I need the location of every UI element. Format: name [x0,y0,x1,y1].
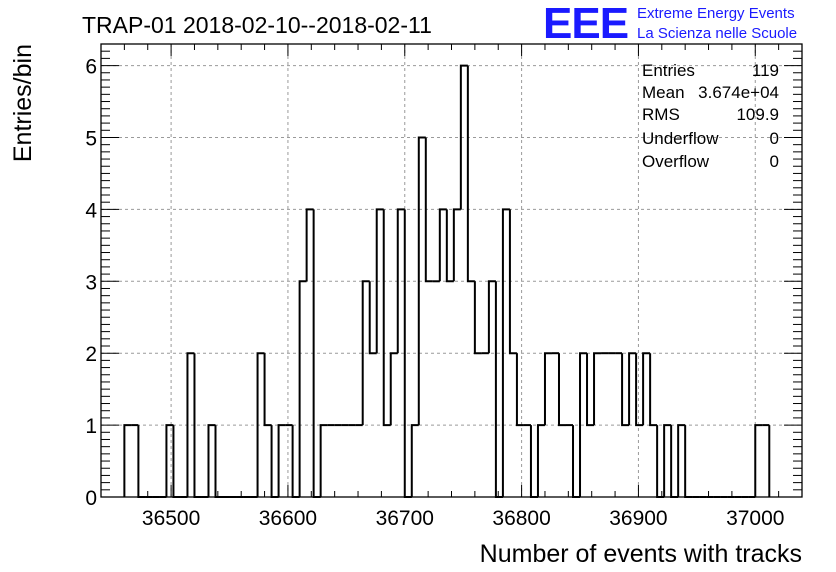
stats-underflow-value: 0 [770,129,779,148]
histogram-bin [417,136,426,426]
stats-box: Entries 119 Mean 3.674e+04 RMS 109.9 Und… [642,61,779,171]
y-tick-label: 2 [85,343,97,366]
histogram-bin [754,424,763,497]
histogram-bin [642,352,651,426]
stats-underflow-label: Underflow [642,129,719,148]
y-tick-label: 3 [85,271,97,294]
histogram-bin [501,208,510,497]
histogram-bin [319,424,328,497]
histogram-bin [621,353,630,427]
histogram-bin [593,352,602,426]
stats-mean-label: Mean [642,83,685,102]
histogram-bin [263,353,272,427]
histogram-bin [165,424,174,497]
histogram-bin [389,352,398,426]
histogram-bin [368,281,377,355]
histogram-bin [277,424,286,497]
logo-letters: EEE [543,0,628,48]
histogram-bin [396,208,405,354]
histogram-bin [663,424,672,497]
histogram-bin [123,424,132,497]
x-tick-label: 36800 [492,507,550,530]
histogram-bin [291,425,300,498]
histogram-bin [487,280,496,354]
chart-title: TRAP-01 2018-02-10--2018-02-11 [82,12,432,38]
histogram-bin [256,352,265,497]
axis-ticks: 36500 36600 36700 36800 36900 37000 0 1 2 3 4 5 6 [85,43,803,530]
x-tick-label: 36900 [609,507,667,530]
histogram-bin [628,352,637,426]
histogram-bin [452,208,461,282]
x-tick-label: 37000 [726,507,784,530]
histogram-bin [186,352,195,497]
histogram-bin [382,209,391,427]
histogram-bin [684,425,693,498]
histogram-bin [529,425,538,498]
histogram-bin [579,352,588,497]
grid [101,44,802,497]
histogram-bin [298,280,307,497]
histogram-bin [375,208,384,354]
histogram-bin [361,280,370,426]
histogram-bin [649,353,658,427]
logo-line-2: La Scienza nelle Scuole [637,25,797,42]
histogram-bin [508,209,517,355]
histogram-bin [635,353,644,427]
y-tick-label: 1 [85,415,97,438]
x-tick-label: 36700 [376,507,434,530]
histogram-bin [438,208,447,282]
stats-overflow-label: Overflow [642,152,710,171]
plot-frame [100,43,803,498]
histogram-bin [172,425,181,498]
histogram-bin [137,425,146,498]
histogram-bin [586,353,595,427]
histogram-bin [459,64,468,210]
stats-rms-label: RMS [642,105,680,124]
histogram-bin [466,65,475,283]
y-tick-label: 4 [85,199,97,222]
logo-line-1: Extreme Energy Events [637,5,795,22]
histogram-bin [536,424,545,497]
histogram-bin [305,208,314,282]
stats-mean-value: 3.674e+04 [698,83,779,102]
histogram-bin [207,424,216,497]
histogram-bin [214,425,223,498]
histogram-bin [410,424,419,497]
histogram-bin [445,209,454,283]
histogram-bin [424,137,433,283]
x-tick-label: 36600 [259,507,317,530]
stats-entries-label: Entries [642,61,695,80]
histogram-bin [677,424,686,497]
histogram-bin [670,425,679,498]
stats-rms-value: 109.9 [736,105,779,124]
stats-overflow-value: 0 [770,152,779,171]
stats-entries-value: 119 [752,61,779,80]
x-axis-title: Number of events with tracks [480,540,802,568]
histogram-bin [572,425,581,498]
y-axis-title: Entries/bin [9,44,37,162]
x-tick-label: 36500 [142,507,200,530]
histogram-bin [543,352,552,426]
histogram-bin [494,281,503,498]
histogram-bin [515,353,524,427]
histogram-bin [557,353,566,427]
eee-logo: EEE Extreme Energy Events La Scienza nel… [543,0,797,48]
y-tick-label: 0 [85,487,97,510]
histogram-bin [473,281,482,355]
histogram-bin [270,425,279,498]
y-tick-label: 5 [85,127,97,150]
y-tick-label: 6 [85,56,97,79]
histogram-bin [656,425,665,498]
